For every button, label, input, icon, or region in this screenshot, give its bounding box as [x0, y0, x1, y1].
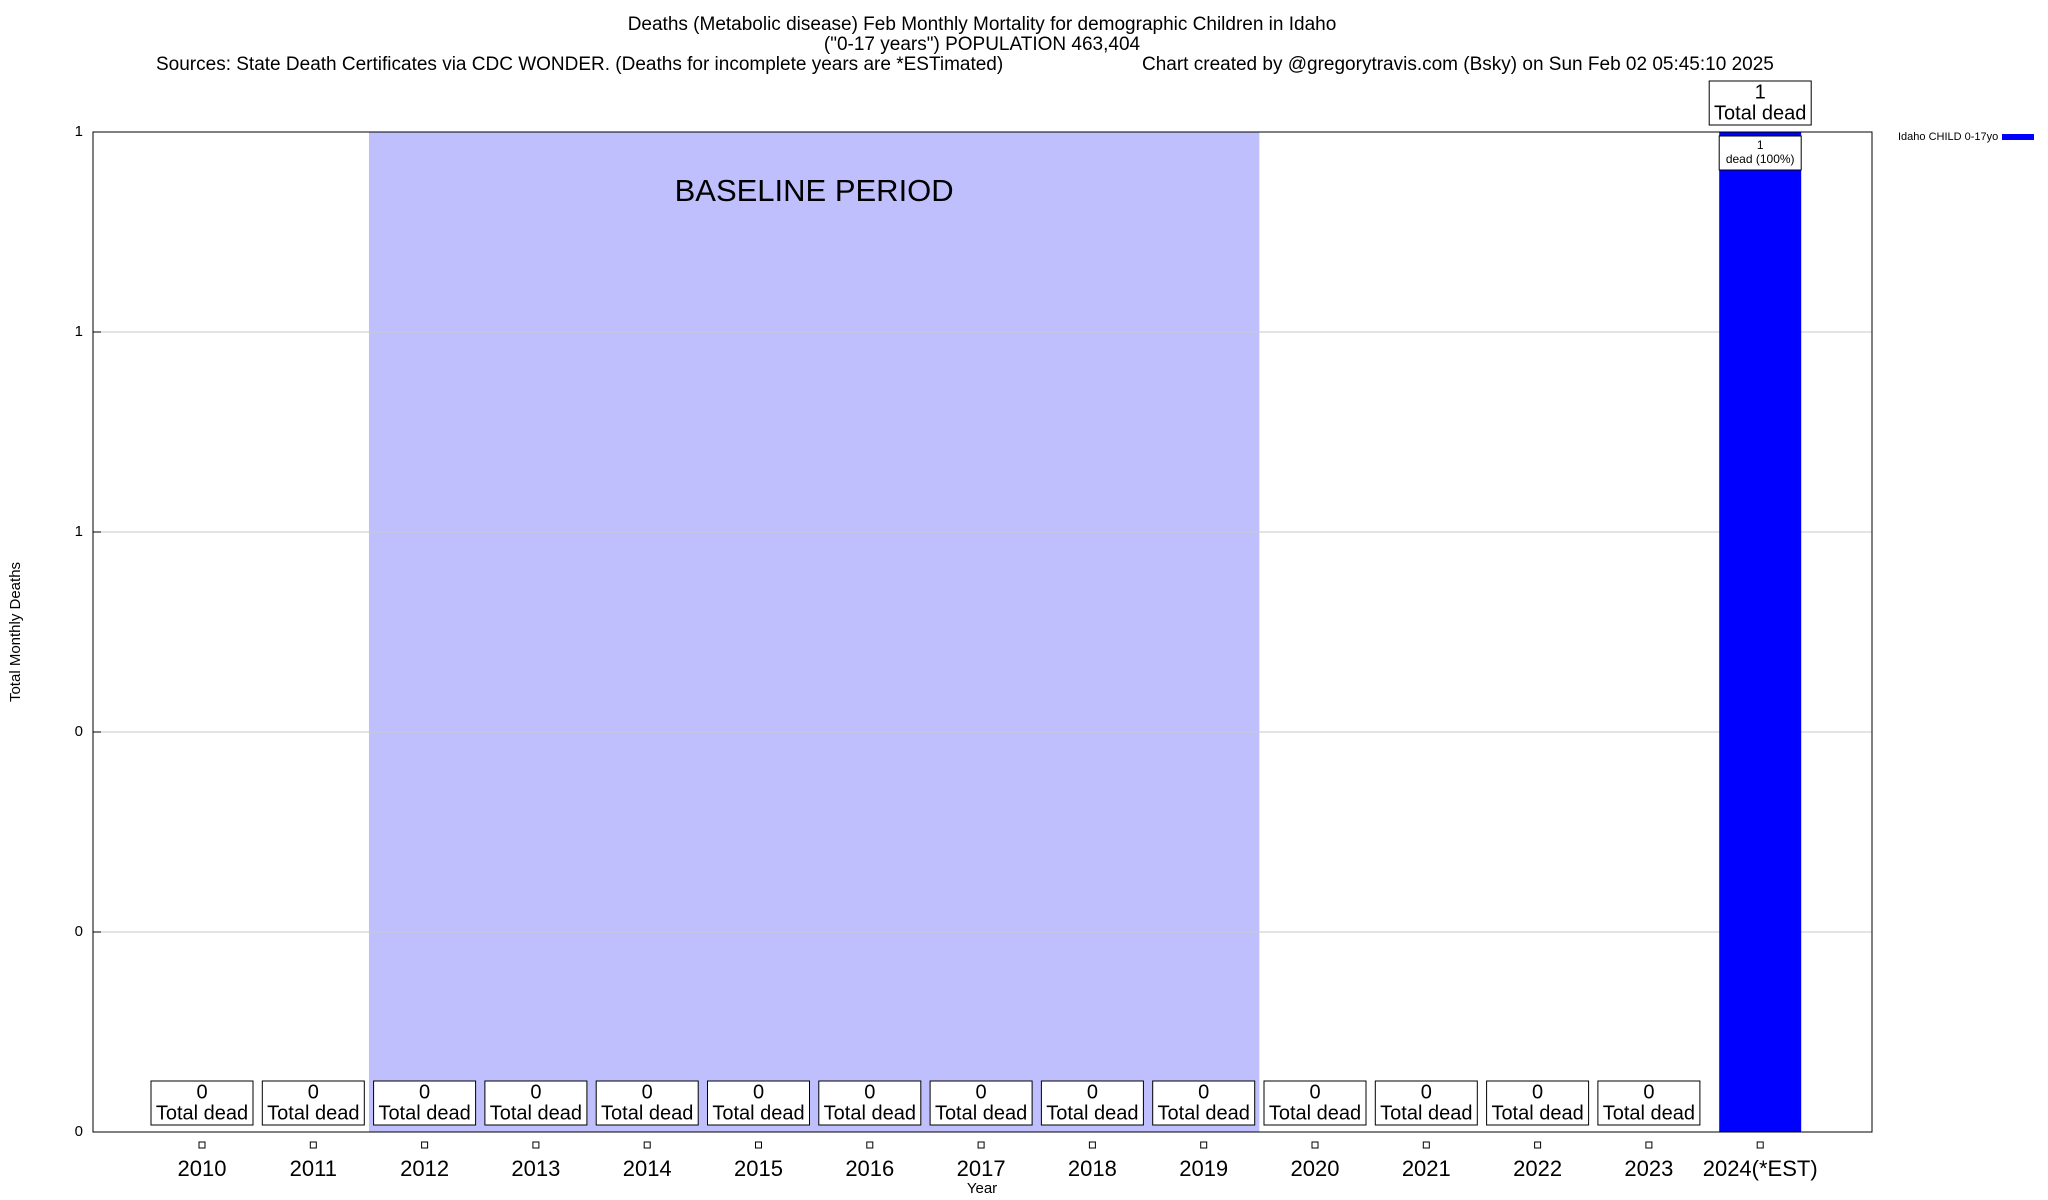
- x-tick-label: 2014: [623, 1156, 672, 1181]
- y-tick-label: 0: [75, 1123, 83, 1140]
- baseline-region: [368, 132, 1260, 1132]
- x-tick-marker: [532, 1141, 540, 1149]
- x-tick-marker: [421, 1141, 429, 1149]
- chart-subtitle: ("0-17 years") POPULATION 463,404: [824, 34, 1141, 55]
- credit: Chart created by @gregorytravis.com (Bsk…: [1142, 54, 1774, 75]
- value-label-box: [1486, 1080, 1590, 1126]
- value-label: 0: [308, 1081, 319, 1103]
- value-label-text: Total dead: [712, 1102, 804, 1124]
- x-tick-label: 2016: [845, 1156, 894, 1181]
- value-label-text: Total dead: [490, 1102, 582, 1124]
- value-label-box: [1152, 1080, 1256, 1126]
- value-label: 0: [976, 1081, 987, 1103]
- y-tick-label: 1: [75, 123, 83, 140]
- x-tick-label: 2010: [178, 1156, 227, 1181]
- x-tick-label: 2017: [957, 1156, 1006, 1181]
- inner-label-text: dead (100%): [1726, 152, 1795, 166]
- x-tick-marker: [866, 1141, 874, 1149]
- value-label-text: Total dead: [1491, 1102, 1583, 1124]
- inner-label-count: 1: [1757, 138, 1764, 152]
- value-label-box: [1374, 1080, 1478, 1126]
- value-label: 1: [1755, 81, 1766, 103]
- value-label-text: Total dead: [1158, 1102, 1250, 1124]
- value-label-box: [373, 1080, 477, 1126]
- sources: Sources: State Death Certificates via CD…: [156, 54, 1003, 75]
- value-label: 0: [530, 1081, 541, 1103]
- y-tick-label: 0: [75, 923, 83, 940]
- value-label-text: Total dead: [1603, 1102, 1695, 1124]
- plot-frame: [92, 131, 1873, 1133]
- x-tick-label: 2020: [1291, 1156, 1340, 1181]
- x-tick-marker: [198, 1141, 206, 1149]
- value-label-box: [261, 1080, 365, 1126]
- value-label-text: Total dead: [1714, 102, 1806, 124]
- value-label: 0: [1198, 1081, 1209, 1103]
- x-tick-marker: [1088, 1141, 1096, 1149]
- value-label-text: Total dead: [824, 1102, 916, 1124]
- bar: [1719, 132, 1802, 1132]
- legend-swatch: [2002, 134, 2034, 140]
- x-axis-label: Year: [967, 1180, 997, 1197]
- x-tick-label: 2015: [734, 1156, 783, 1181]
- value-label: 0: [864, 1081, 875, 1103]
- value-label: 0: [642, 1081, 653, 1103]
- x-tick-marker: [1645, 1141, 1653, 1149]
- value-label: 0: [1643, 1081, 1654, 1103]
- x-tick-marker: [1200, 1141, 1208, 1149]
- value-label: 0: [419, 1081, 430, 1103]
- y-tick-label: 0: [75, 723, 83, 740]
- x-tick-label: 2023: [1624, 1156, 1673, 1181]
- value-label-text: Total dead: [378, 1102, 470, 1124]
- value-label: 0: [1309, 1081, 1320, 1103]
- value-label-text: Total dead: [1046, 1102, 1138, 1124]
- x-tick-label: 2011: [290, 1156, 337, 1181]
- x-tick-marker: [1534, 1141, 1542, 1149]
- inner-label-box: [1718, 135, 1802, 171]
- x-tick-label: 2018: [1068, 1156, 1117, 1181]
- x-tick-label: 2012: [400, 1156, 449, 1181]
- value-label: 0: [196, 1081, 207, 1103]
- value-label-box: [150, 1080, 254, 1126]
- x-tick-marker: [1756, 1141, 1764, 1149]
- value-label-box: [1708, 80, 1812, 126]
- y-axis-label: Total Monthly Deaths: [7, 562, 24, 702]
- value-label-text: Total dead: [601, 1102, 693, 1124]
- value-label-box: [484, 1080, 588, 1126]
- value-label-box: [1263, 1080, 1367, 1126]
- x-tick-marker: [309, 1141, 317, 1149]
- x-tick-label: 2024(*EST): [1703, 1156, 1818, 1181]
- value-label: 0: [1421, 1081, 1432, 1103]
- value-label: 0: [1532, 1081, 1543, 1103]
- x-tick-marker: [1311, 1141, 1319, 1149]
- x-tick-label: 2013: [511, 1156, 560, 1181]
- x-tick-marker: [755, 1141, 762, 1149]
- chart-title: Deaths (Metabolic disease) Feb Monthly M…: [628, 14, 1337, 35]
- x-tick-marker: [977, 1141, 985, 1149]
- value-label-box: [595, 1080, 699, 1126]
- y-tick-label: 1: [75, 323, 83, 340]
- value-label-box: [1040, 1080, 1144, 1126]
- x-tick-label: 2021: [1402, 1156, 1451, 1181]
- x-tick-label: 2019: [1179, 1156, 1228, 1181]
- value-label-box: [818, 1080, 922, 1126]
- value-label-box: [707, 1080, 810, 1126]
- value-label: 0: [753, 1081, 764, 1103]
- value-label-text: Total dead: [935, 1102, 1027, 1124]
- value-label: 0: [1087, 1081, 1098, 1103]
- value-label-box: [929, 1080, 1033, 1126]
- value-label-text: Total dead: [1380, 1102, 1472, 1124]
- value-label-text: Total dead: [267, 1102, 359, 1124]
- value-label-text: Total dead: [1269, 1102, 1361, 1124]
- legend-label: Idaho CHILD 0-17yo: [1898, 131, 1998, 143]
- value-label-text: Total dead: [156, 1102, 248, 1124]
- baseline-label: BASELINE PERIOD: [675, 173, 954, 208]
- x-tick-marker: [1422, 1141, 1430, 1149]
- value-label-box: [1597, 1080, 1701, 1126]
- x-tick-marker: [643, 1141, 651, 1149]
- x-tick-label: 2022: [1513, 1156, 1562, 1181]
- y-tick-label: 1: [75, 523, 83, 540]
